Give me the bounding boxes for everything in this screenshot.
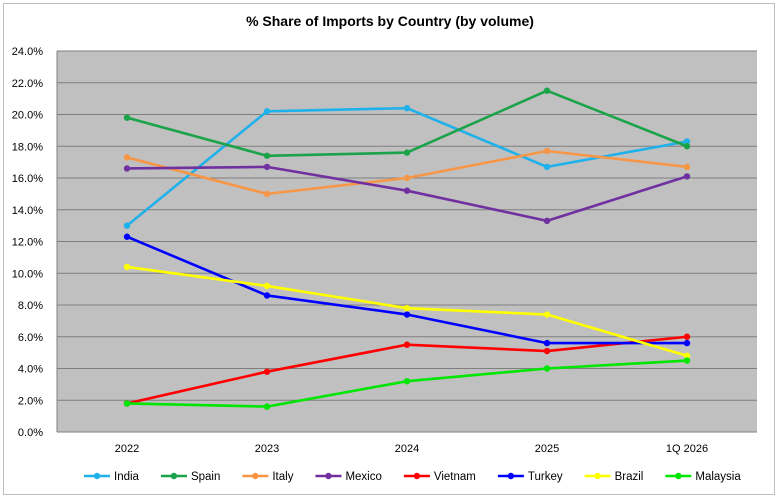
- data-point-brazil: [543, 311, 551, 318]
- y-tick-label: 24.0%: [12, 46, 43, 58]
- data-point-spain: [683, 143, 691, 150]
- data-point-malaysia: [683, 357, 691, 364]
- data-point-malaysia: [263, 403, 271, 410]
- data-point-italy: [543, 147, 551, 155]
- y-tick-label: 12.0%: [12, 237, 43, 249]
- data-point-malaysia: [543, 365, 551, 372]
- legend-label: Vietnam: [434, 471, 476, 483]
- legend-marker: [170, 472, 178, 480]
- data-point-italy: [403, 174, 411, 182]
- y-tick-label: 6.0%: [18, 332, 43, 344]
- y-tick-label: 0.0%: [18, 427, 43, 439]
- legend-label: Italy: [272, 471, 293, 483]
- legend-item-india: India: [84, 471, 140, 483]
- data-point-turkey: [403, 311, 411, 318]
- series-spain: [123, 87, 691, 159]
- legend-label: Mexico: [345, 471, 381, 483]
- x-tick-label: 2025: [535, 443, 559, 455]
- data-point-turkey: [543, 339, 551, 347]
- y-tick-label: 8.0%: [18, 300, 43, 312]
- legend-marker: [413, 472, 421, 480]
- data-point-mexico: [403, 187, 411, 194]
- y-tick-label: 4.0%: [18, 364, 43, 376]
- y-tick-label: 14.0%: [12, 205, 43, 217]
- legend-marker: [93, 472, 101, 480]
- y-tick-label: 2.0%: [18, 395, 43, 407]
- data-point-turkey: [683, 339, 691, 347]
- data-point-mexico: [543, 217, 551, 225]
- y-tick-label: 18.0%: [12, 141, 43, 153]
- legend-item-vietnam: Vietnam: [403, 471, 476, 483]
- x-tick-label: 2023: [255, 443, 279, 455]
- legend-item-malaysia: Malaysia: [665, 471, 741, 483]
- data-point-spain: [263, 152, 271, 159]
- data-point-mexico: [263, 163, 271, 171]
- legend-label: Brazil: [615, 471, 644, 483]
- data-point-malaysia: [403, 378, 411, 385]
- legend-item-mexico: Mexico: [315, 471, 382, 483]
- legend-item-brazil: Brazil: [584, 471, 644, 483]
- data-point-turkey: [263, 292, 271, 299]
- data-point-india: [263, 108, 271, 115]
- data-point-vietnam: [403, 341, 411, 348]
- legend-label: Turkey: [528, 471, 563, 483]
- chart-title: % Share of Imports by Country (by volume…: [246, 13, 534, 29]
- series-italy: [123, 147, 691, 198]
- legend-label: Malaysia: [695, 471, 741, 483]
- data-point-brazil: [123, 263, 131, 271]
- x-tick-label: 2022: [115, 443, 139, 455]
- legend-marker: [252, 472, 259, 480]
- data-point-italy: [263, 190, 271, 198]
- x-axis-ticks: 2022 2023 2024 2025 1Q 2026: [115, 443, 708, 455]
- series-lines: [123, 87, 691, 410]
- y-tick-label: 22.0%: [12, 78, 43, 90]
- legend-label: Spain: [191, 471, 220, 483]
- legend-marker: [325, 472, 332, 480]
- legend-marker: [594, 472, 601, 480]
- series-india: [123, 104, 691, 229]
- data-point-india: [403, 104, 411, 112]
- legend-item-italy: Italy: [242, 471, 294, 483]
- legend-marker: [675, 472, 682, 480]
- data-point-italy: [123, 154, 131, 161]
- y-tick-label: 16.0%: [12, 173, 43, 185]
- x-tick-label: 1Q 2026: [666, 443, 708, 455]
- y-axis-ticks: 0.0% 2.0% 4.0% 6.0% 8.0% 10.0% 12.0% 14.0% 16.0%…: [12, 46, 43, 439]
- data-point-vietnam: [263, 368, 271, 375]
- legend-item-spain: Spain: [160, 471, 220, 483]
- data-point-india: [123, 222, 131, 229]
- data-point-vietnam: [683, 333, 691, 340]
- y-tick-label: 20.0%: [12, 110, 43, 122]
- legend: India Spain Italy Mexico Vietnam Turkey Brazil…: [84, 471, 741, 483]
- x-tick-label: 2024: [395, 443, 419, 455]
- data-point-vietnam: [543, 347, 551, 355]
- data-point-spain: [123, 114, 131, 121]
- data-point-brazil: [263, 282, 271, 290]
- legend-marker: [507, 472, 515, 480]
- data-point-italy: [683, 163, 691, 171]
- series-malaysia: [123, 357, 691, 410]
- data-point-mexico: [123, 165, 131, 172]
- data-point-turkey: [123, 233, 131, 240]
- data-point-mexico: [683, 173, 691, 180]
- series-turkey: [123, 233, 691, 347]
- y-tick-label: 10.0%: [12, 268, 43, 280]
- data-point-malaysia: [123, 400, 131, 407]
- legend-label: India: [114, 471, 140, 483]
- data-point-spain: [403, 149, 411, 156]
- data-point-brazil: [403, 304, 411, 312]
- data-point-india: [683, 138, 691, 145]
- series-mexico: [123, 163, 691, 225]
- series-brazil: [123, 263, 691, 359]
- data-point-india: [543, 163, 551, 171]
- data-point-brazil: [683, 352, 691, 359]
- data-point-spain: [543, 87, 551, 94]
- legend-item-turkey: Turkey: [497, 471, 563, 483]
